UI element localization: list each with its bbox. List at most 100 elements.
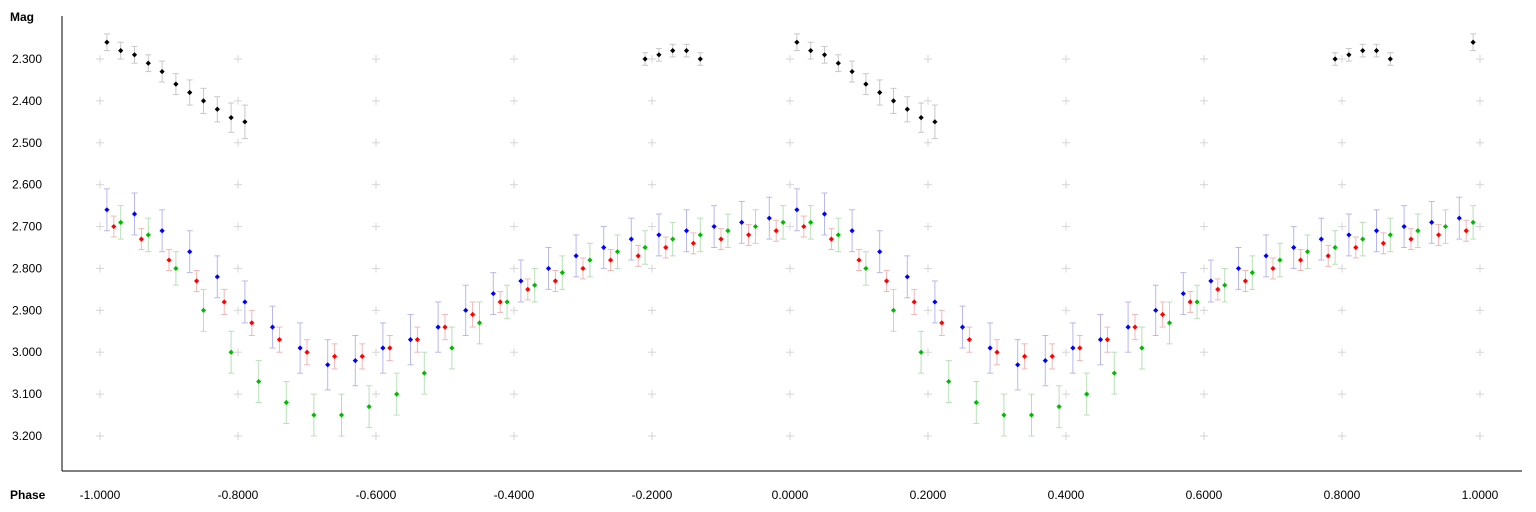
data-point [1125, 324, 1131, 330]
grid-cross [1200, 96, 1208, 105]
data-point [808, 219, 814, 225]
grid-cross [924, 264, 932, 273]
y-tick-label: 3.000 [12, 345, 42, 359]
data-point [739, 219, 745, 225]
data-point [1325, 253, 1331, 259]
data-point [504, 299, 510, 305]
grid-cross [1062, 180, 1070, 189]
grid-cross [1200, 55, 1208, 63]
data-point [338, 412, 345, 418]
grid-cross [1200, 432, 1208, 440]
data-point [642, 244, 648, 251]
data-point [242, 299, 248, 305]
x-tick-label: 1.0000 [1462, 488, 1499, 502]
grid-cross [510, 138, 518, 147]
x-tick-label: 0.0000 [772, 488, 809, 502]
data-point [1249, 270, 1255, 276]
data-point [1222, 282, 1228, 288]
data-point [1187, 299, 1193, 305]
data-point [1387, 56, 1393, 62]
data-point [1429, 219, 1435, 225]
grid-cross [1200, 264, 1208, 273]
data-point [863, 265, 869, 272]
data-point [1242, 278, 1248, 284]
y-tick-label: 2.400 [12, 94, 42, 108]
data-point [118, 219, 124, 225]
data-point [1097, 337, 1104, 343]
data-point [1304, 249, 1311, 255]
data-point [821, 52, 828, 58]
data-point [863, 81, 869, 87]
data-point [904, 274, 910, 280]
data-point [1208, 278, 1214, 284]
grid-cross [372, 55, 380, 63]
data-point [987, 345, 993, 351]
data-point [1470, 39, 1476, 45]
data-point [173, 265, 179, 272]
grid-cross [510, 348, 518, 357]
grid-cross [1338, 390, 1346, 399]
grid-cross [372, 390, 380, 399]
data-point [1111, 370, 1117, 376]
data-point [959, 324, 966, 330]
grid-crosses [96, 55, 1484, 440]
grid-cross [1338, 432, 1346, 440]
data-point [1077, 345, 1083, 351]
data-point [1084, 391, 1090, 397]
grid-cross [1338, 138, 1346, 147]
grid-cross [786, 222, 794, 231]
data-point [1380, 240, 1386, 246]
y-tick-label: 2.900 [12, 303, 42, 317]
data-point [111, 223, 117, 230]
grid-cross [1476, 264, 1484, 273]
grid-cross [648, 348, 656, 357]
data-point [946, 378, 952, 385]
data-point [187, 249, 193, 255]
data-point [118, 48, 124, 54]
grid-cross [234, 348, 242, 357]
grid-cross [1476, 55, 1484, 63]
data-point [835, 60, 841, 66]
data-point [352, 358, 358, 364]
data-point [1139, 345, 1145, 351]
grid-cross [1338, 348, 1346, 357]
data-point [635, 253, 641, 259]
data-point [808, 48, 814, 54]
data-point [725, 228, 731, 234]
grid-cross [372, 180, 380, 189]
data-point [1180, 290, 1186, 297]
grid-cross [1338, 264, 1346, 273]
data-point [366, 404, 372, 410]
data-point [580, 265, 586, 272]
grid-cross [786, 180, 794, 189]
data-point [525, 286, 531, 292]
data-point [849, 68, 855, 75]
data-point [407, 337, 414, 343]
data-point [131, 211, 138, 217]
data-point [918, 349, 924, 355]
grid-cross [510, 390, 518, 399]
grid-cross [1062, 222, 1070, 231]
data-point [1049, 353, 1055, 360]
data-point [1456, 215, 1462, 221]
data-point [966, 337, 972, 343]
grid-cross [96, 306, 104, 315]
grid-cross [234, 138, 242, 147]
grid-cross [234, 432, 242, 440]
data-point [801, 223, 807, 230]
data-point [1360, 48, 1366, 54]
y-tick-label: 2.800 [12, 261, 42, 275]
data-point [918, 115, 924, 121]
data-point [1042, 358, 1048, 364]
grid-cross [1062, 138, 1070, 147]
data-point [1270, 265, 1276, 272]
data-point [200, 98, 207, 104]
data-point [214, 106, 220, 112]
data-point [746, 232, 752, 238]
data-point [297, 345, 303, 351]
data-point [752, 223, 759, 230]
data-point [1332, 56, 1338, 62]
grid-cross [924, 55, 932, 63]
data-point [1015, 362, 1021, 368]
y-tick-label: 2.700 [12, 220, 42, 234]
